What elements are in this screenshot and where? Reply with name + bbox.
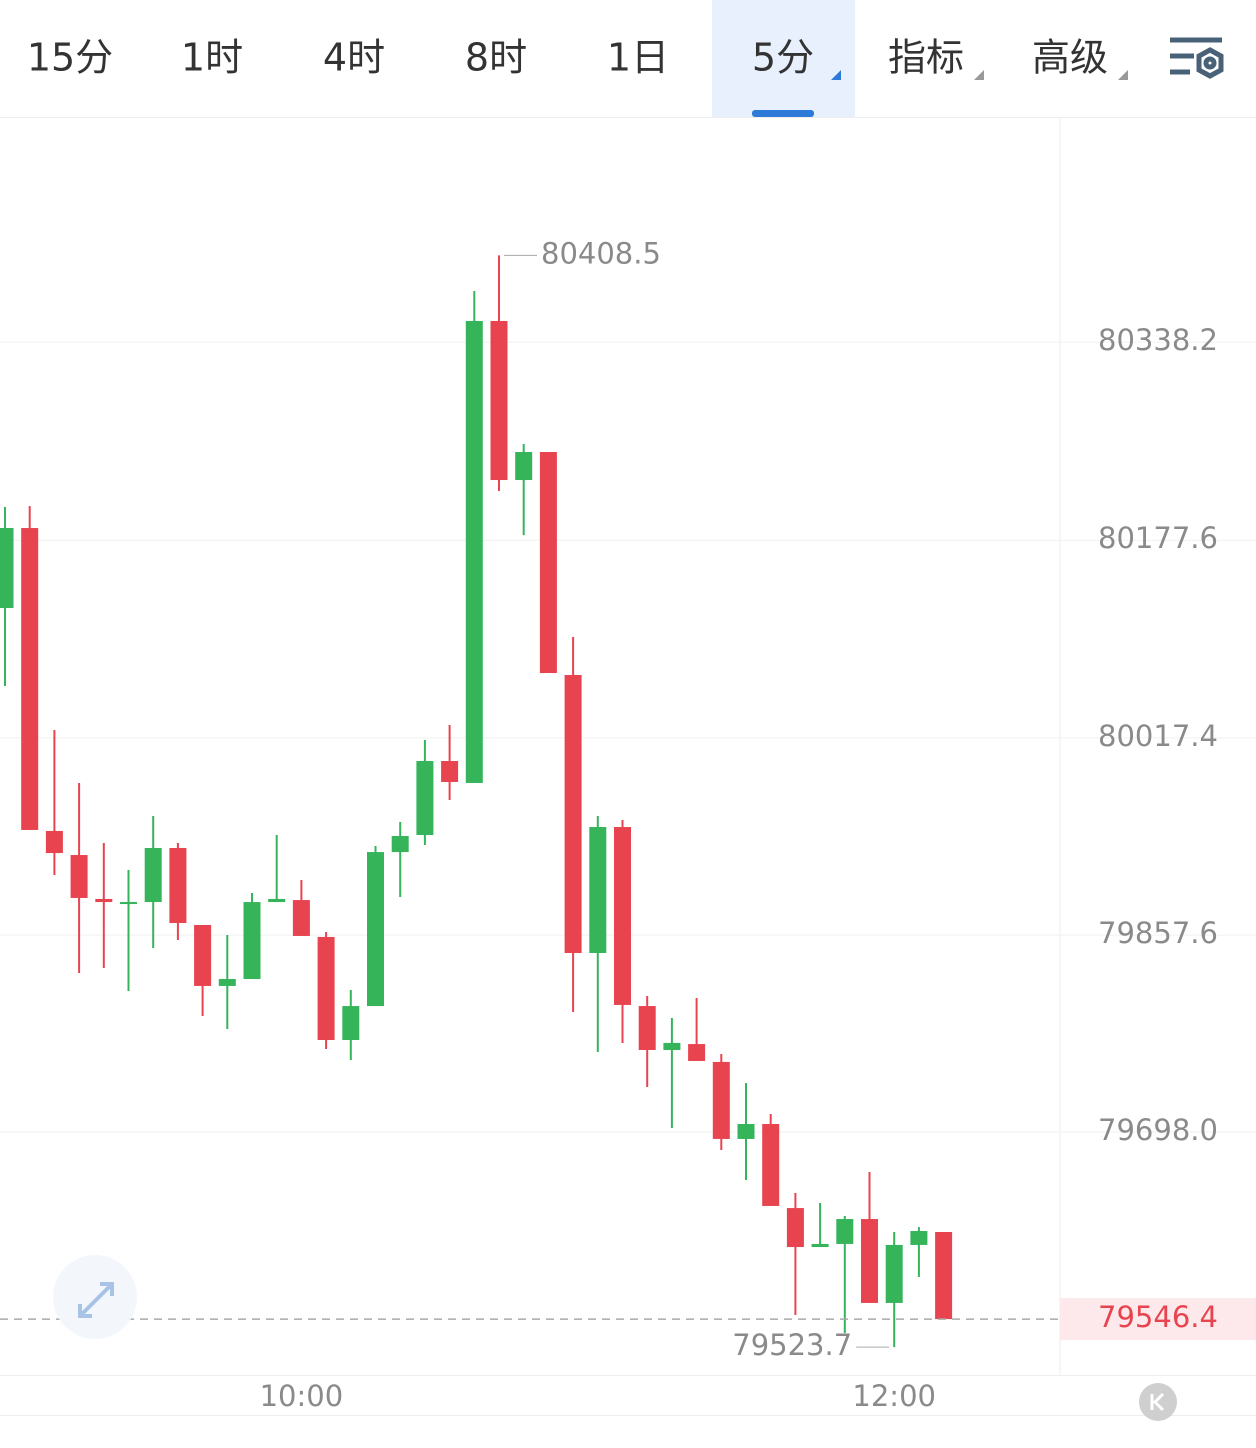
tab[interactable]: 1时 (181, 36, 243, 80)
candle-body (539, 452, 557, 674)
y-tick-label: 79857.6 (1098, 916, 1218, 950)
candle-body (243, 902, 261, 980)
candle-body (169, 847, 187, 924)
candle-body (515, 452, 533, 481)
candle-body (342, 1006, 360, 1040)
candle-body (688, 1044, 706, 1061)
candle-body (910, 1231, 928, 1245)
active-tab-bg (712, 0, 855, 117)
tab[interactable]: 5分 (752, 36, 814, 80)
dropdown-marker (831, 70, 841, 80)
expand-button[interactable] (53, 1255, 137, 1339)
candle-body (144, 847, 162, 903)
dropdown-marker (974, 70, 984, 80)
candle-body (120, 902, 137, 905)
y-tick-label: 80177.6 (1098, 521, 1218, 555)
x-tick-label: 12:00 (852, 1379, 936, 1413)
candle-body (441, 760, 459, 782)
y-tick-label: 80017.4 (1098, 719, 1218, 753)
active-tab-underline (752, 110, 814, 117)
candle-body (292, 900, 310, 936)
plot: 79546.4 80408.5 79523.7 (0, 236, 1256, 1362)
candle-body (95, 898, 113, 903)
candle-body (416, 760, 434, 836)
candle-body (0, 528, 14, 608)
candle-body (194, 924, 212, 986)
y-tick-label: 79698.0 (1098, 1113, 1218, 1147)
candle-body (885, 1244, 903, 1303)
last-price-label: 79546.4 (1098, 1300, 1218, 1334)
tab[interactable]: 15分 (27, 36, 113, 80)
candle-body (70, 855, 88, 898)
candle-body (935, 1231, 953, 1320)
candle-body (861, 1219, 878, 1303)
candle-body (737, 1124, 755, 1139)
candle-body (564, 674, 582, 953)
candle-body (836, 1219, 854, 1244)
tab[interactable]: 8时 (465, 36, 527, 80)
x-tick-label: 10:00 (260, 1379, 344, 1413)
tab[interactable]: 4时 (323, 36, 385, 80)
candle-body (317, 936, 335, 1040)
candle-body (614, 827, 631, 1005)
candle-body (367, 852, 384, 1007)
dropdown-marker (1118, 70, 1128, 80)
y-tick-label: 80338.2 (1098, 323, 1218, 357)
candle-body (45, 830, 63, 854)
candle-body (490, 320, 508, 481)
candle-body (638, 1006, 656, 1050)
grid: 80338.2 80177.6 80017.4 79857.6 79698.0 10:00… (0, 323, 1256, 1413)
candle-body (465, 320, 483, 783)
candle-body (712, 1061, 730, 1139)
candle-body (268, 898, 286, 903)
scroll-to-latest-button[interactable] (1139, 1383, 1177, 1421)
candle-body (663, 1042, 681, 1050)
tab[interactable]: 1日 (607, 36, 669, 80)
candle-body (811, 1243, 829, 1248)
max-label: 80408.5 (541, 236, 661, 270)
settings-icon[interactable] (1170, 37, 1224, 79)
candle-body (218, 979, 236, 986)
candle-body (589, 827, 607, 953)
min-label: 79523.7 (732, 1328, 852, 1362)
candle-body (786, 1208, 804, 1248)
last-price-box (1060, 1298, 1256, 1341)
candle-body (762, 1124, 780, 1206)
tab[interactable]: 指标 (888, 36, 964, 80)
tab-bar: 15分 1时 4时 8时 1日 5分 指标 高级 (27, 36, 1128, 80)
candle-body (21, 528, 39, 830)
tab[interactable]: 高级 (1032, 36, 1108, 80)
candle-body (391, 836, 409, 853)
